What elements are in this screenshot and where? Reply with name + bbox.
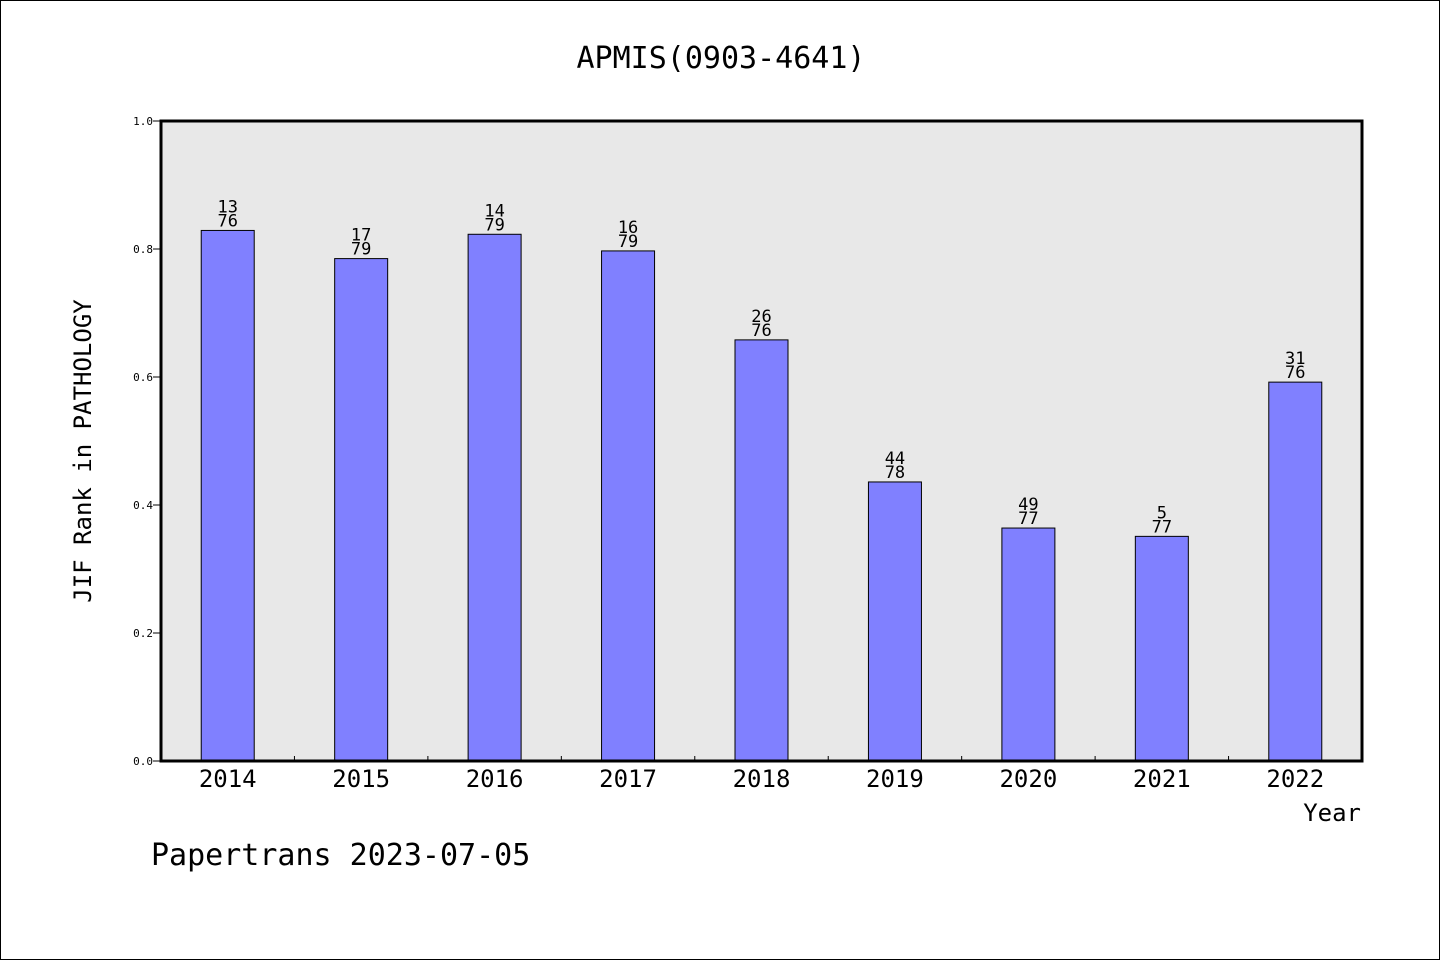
bar bbox=[467, 233, 522, 762]
y-tick-label: 0.6 bbox=[133, 371, 153, 384]
bar bbox=[601, 250, 656, 762]
bar-rank-label: 17 bbox=[351, 226, 371, 246]
bar bbox=[1134, 535, 1189, 762]
plot-frame bbox=[159, 119, 1364, 763]
bar-rank-label: 13 bbox=[217, 197, 237, 217]
y-axis: 0.0 0.2 0.4 0.6 0.8 1.0 bbox=[133, 115, 161, 768]
bar-total-label: 79 bbox=[351, 240, 371, 260]
x-tick-label: 2020 bbox=[999, 765, 1057, 793]
x-axis: 2014 2015 2016 2017 2018 2019 2020 2021 2022 bbox=[199, 756, 1324, 793]
x-tick-label: 2016 bbox=[466, 765, 524, 793]
bar-total-label: 76 bbox=[1285, 363, 1305, 383]
x-tick-label: 2017 bbox=[599, 765, 657, 793]
bar-rank-label: 44 bbox=[885, 449, 905, 469]
bar bbox=[1001, 527, 1056, 762]
x-tick-label: 2022 bbox=[1266, 765, 1324, 793]
bar-rank-label: 16 bbox=[618, 218, 638, 238]
y-tick-label: 0.2 bbox=[133, 627, 153, 640]
bar-total-label: 77 bbox=[1018, 509, 1038, 529]
bar-rank-label: 5 bbox=[1157, 503, 1167, 523]
bar-total-label: 79 bbox=[618, 232, 638, 252]
x-axis-label: Year bbox=[1303, 799, 1361, 827]
bar bbox=[200, 229, 255, 762]
footer-watermark: Papertrans 2023-07-05 bbox=[151, 838, 530, 873]
y-tick-label: 0.8 bbox=[133, 243, 153, 256]
y-tick-label: 0.0 bbox=[133, 755, 153, 768]
bar-total-label: 79 bbox=[484, 215, 504, 235]
y-axis-label: JIF Rank in PATHOLOGY bbox=[69, 299, 97, 603]
bar-rank-label: 14 bbox=[484, 201, 504, 221]
bar bbox=[1268, 381, 1323, 762]
x-tick-label: 2021 bbox=[1133, 765, 1191, 793]
y-tick-label: 1.0 bbox=[133, 115, 153, 128]
bar-rank-label: 26 bbox=[751, 307, 771, 327]
bar bbox=[734, 339, 789, 762]
x-tick-label: 2019 bbox=[866, 765, 924, 793]
y-tick-label: 0.4 bbox=[133, 499, 153, 512]
bar-total-label: 76 bbox=[217, 211, 237, 231]
chart-title: APMIS(0903-4641) bbox=[577, 41, 866, 76]
x-tick-label: 2014 bbox=[199, 765, 257, 793]
bar-rank-label: 31 bbox=[1285, 349, 1305, 369]
bar bbox=[334, 258, 389, 762]
x-tick-label: 2015 bbox=[332, 765, 390, 793]
bar-total-label: 76 bbox=[751, 321, 771, 341]
x-tick-label: 2018 bbox=[733, 765, 791, 793]
bar-rank-label: 49 bbox=[1018, 495, 1038, 515]
bar-total-label: 77 bbox=[1152, 517, 1172, 537]
bar-total-label: 78 bbox=[885, 463, 905, 483]
bar bbox=[867, 481, 922, 762]
